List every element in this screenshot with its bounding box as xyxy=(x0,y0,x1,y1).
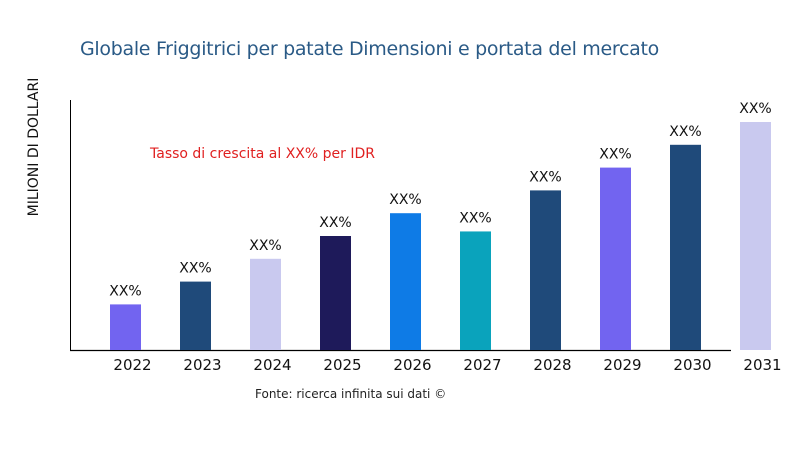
bar-2030 xyxy=(670,144,701,350)
bar-2022 xyxy=(110,304,141,350)
bar-2025 xyxy=(320,236,351,350)
data-label-2031: XX% xyxy=(739,101,771,117)
chart-title: Globale Friggitrici per patate Dimension… xyxy=(80,38,659,60)
data-label-2022: XX% xyxy=(109,283,141,299)
x-tick-label-2026: 2026 xyxy=(393,356,431,374)
bar-2024 xyxy=(250,258,281,350)
data-label-2029: XX% xyxy=(599,147,631,163)
x-tick-label-2022: 2022 xyxy=(113,356,151,374)
x-tick-label-2028: 2028 xyxy=(533,356,571,374)
data-label-2026: XX% xyxy=(389,192,421,208)
bar-2028 xyxy=(530,190,561,350)
bar-2023 xyxy=(180,281,211,350)
x-tick-label-2031: 2031 xyxy=(743,356,781,374)
x-tick-label-2024: 2024 xyxy=(253,356,291,374)
data-label-2023: XX% xyxy=(179,261,211,277)
x-tick-label-2025: 2025 xyxy=(323,356,361,374)
data-label-2027: XX% xyxy=(459,210,491,226)
data-label-2028: XX% xyxy=(529,169,561,185)
x-tick-label-2030: 2030 xyxy=(673,356,711,374)
growth-annotation: Tasso di crescita al XX% per IDR xyxy=(150,146,375,162)
data-label-2025: XX% xyxy=(319,215,351,231)
source-note: Fonte: ricerca infinita sui dati © xyxy=(255,387,447,401)
x-tick-label-2027: 2027 xyxy=(463,356,501,374)
bar-2027 xyxy=(460,231,491,350)
x-tick-label-2029: 2029 xyxy=(603,356,641,374)
data-label-2030: XX% xyxy=(669,124,701,140)
bar-2026 xyxy=(390,213,421,350)
data-label-2024: XX% xyxy=(249,238,281,254)
x-tick-label-2023: 2023 xyxy=(183,356,221,374)
bar-2031 xyxy=(740,122,771,350)
bar-2029 xyxy=(600,167,631,350)
